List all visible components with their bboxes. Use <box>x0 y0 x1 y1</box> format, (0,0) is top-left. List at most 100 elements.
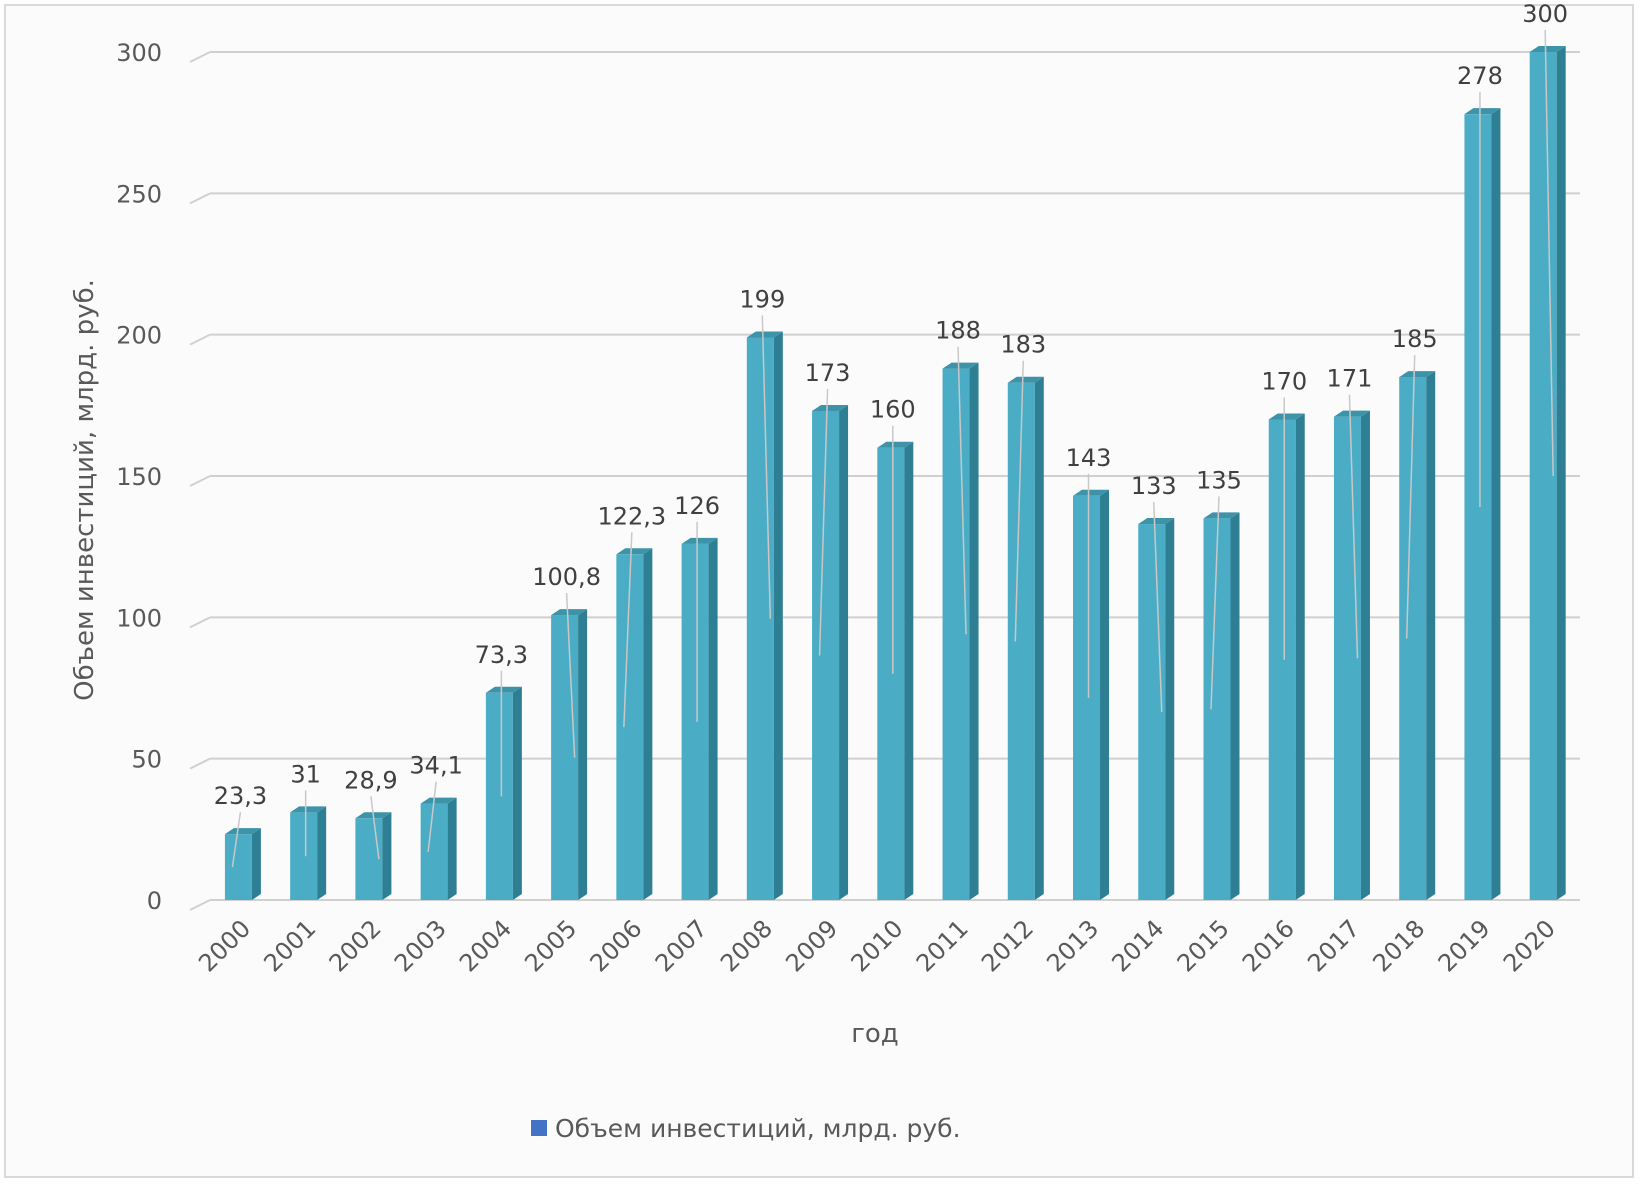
bar-side <box>643 548 653 900</box>
data-label: 185 <box>1392 325 1438 353</box>
data-label: 173 <box>805 359 851 387</box>
bar-top <box>1529 46 1566 52</box>
x-tick-label: 2014 <box>1107 914 1170 977</box>
gridline-depth <box>189 475 211 487</box>
bar-front <box>877 447 905 900</box>
bar-2006 <box>616 548 653 900</box>
x-tick-label: 2005 <box>519 914 582 977</box>
leader-line <box>623 532 633 728</box>
x-tick-label: 2010 <box>846 914 909 977</box>
bar-front <box>485 692 513 900</box>
x-tick-label: 2012 <box>976 914 1039 977</box>
bar-side <box>317 806 327 900</box>
data-label: 171 <box>1327 365 1373 393</box>
bar-2019 <box>1464 108 1501 901</box>
bar-front <box>420 803 448 900</box>
bar-front <box>1464 114 1492 901</box>
bar-side <box>1230 512 1240 900</box>
x-tick-label: 2001 <box>258 914 321 977</box>
x-tick-label: 2018 <box>1367 914 1430 977</box>
bar-front <box>1138 524 1166 900</box>
bar-top <box>616 548 653 555</box>
bar-side <box>1165 518 1175 900</box>
bar-side <box>708 537 718 900</box>
bar-2008 <box>746 331 783 900</box>
bar-front <box>1268 419 1296 900</box>
bar-2003 <box>420 797 457 900</box>
leader-line <box>1014 360 1025 642</box>
bar-2001 <box>290 806 327 900</box>
bar-side <box>1100 489 1110 900</box>
gridline-depth <box>189 899 211 911</box>
bar-side <box>969 362 979 900</box>
gridline-depth <box>189 333 211 346</box>
bar-side <box>1295 413 1305 900</box>
gridline-depth <box>189 757 211 770</box>
x-tick-label: 2006 <box>585 914 648 977</box>
data-label: 199 <box>739 285 785 313</box>
data-label: 300 <box>1522 0 1568 28</box>
legend-label: Объем инвестиций, млрд. руб. <box>555 1114 961 1143</box>
bar-top <box>942 362 979 369</box>
x-tick-label: 2015 <box>1172 914 1235 977</box>
bar-front <box>551 615 579 900</box>
x-axis-ticks: 2000 2001 2002 2003 2004 2005 2006 2007 2008 2009… <box>193 914 1561 977</box>
y-axis-ticks: 0 50 100 150 200 250 300 <box>116 39 162 915</box>
bar-2015 <box>1203 512 1240 900</box>
x-tick-label: 2016 <box>1237 914 1300 977</box>
y-tick-label: 100 <box>116 604 162 632</box>
bar-side <box>1426 371 1436 901</box>
bar-front <box>1007 382 1035 901</box>
bar-2012 <box>1007 376 1044 901</box>
bar-front <box>616 554 644 900</box>
gridline-depth <box>189 192 211 205</box>
x-tick-label: 2019 <box>1433 914 1496 977</box>
leader-line <box>1544 29 1554 477</box>
bar-2005 <box>551 609 588 900</box>
bar-2014 <box>1138 518 1175 900</box>
data-label: 183 <box>1000 331 1046 359</box>
x-axis-title: год <box>851 1019 899 1049</box>
bar-2018 <box>1399 371 1436 901</box>
leader-line <box>565 593 576 758</box>
data-label: 160 <box>870 396 916 424</box>
data-label: 122,3 <box>597 502 666 530</box>
leader-line <box>427 781 437 852</box>
x-tick-label: 2003 <box>389 914 452 977</box>
bar-front <box>812 410 840 900</box>
bar-side <box>1491 108 1501 901</box>
leader-line <box>761 315 772 619</box>
data-label: 73,3 <box>475 641 528 669</box>
data-label: 278 <box>1457 62 1503 90</box>
bar-top <box>420 797 457 804</box>
y-tick-label: 200 <box>116 322 162 350</box>
y-tick-label: 150 <box>116 463 162 491</box>
x-tick-label: 2002 <box>324 914 387 977</box>
bar-2013 <box>1073 489 1110 900</box>
bar-side <box>1034 376 1044 901</box>
bar-front <box>942 368 970 900</box>
bar-front <box>1529 52 1557 900</box>
bar-2011 <box>942 362 979 900</box>
bar-front <box>1203 518 1231 900</box>
data-label: 100,8 <box>532 563 601 591</box>
bar-side <box>512 686 522 900</box>
bar-side <box>382 812 392 900</box>
leader-line <box>231 812 242 868</box>
data-label: 188 <box>935 317 981 345</box>
bar-top <box>812 404 849 411</box>
bar-front <box>681 543 709 900</box>
bar-top <box>1203 512 1240 519</box>
leader-line <box>1348 394 1359 659</box>
bar-top <box>1333 410 1370 417</box>
x-tick-label: 2013 <box>1041 914 1104 977</box>
x-tick-label: 2011 <box>911 914 974 977</box>
y-axis-title: Объем инвестиций, млрд. руб. <box>70 279 100 701</box>
data-labels: 23,3 31 28,9 34,1 73,3 100,8 122,3 126 199 173 160… <box>214 0 1568 810</box>
bar-top <box>877 441 914 448</box>
legend-swatch <box>531 1120 547 1136</box>
label-leader-lines <box>231 29 1554 868</box>
bar-side <box>904 441 914 900</box>
bar-2007 <box>681 537 718 900</box>
